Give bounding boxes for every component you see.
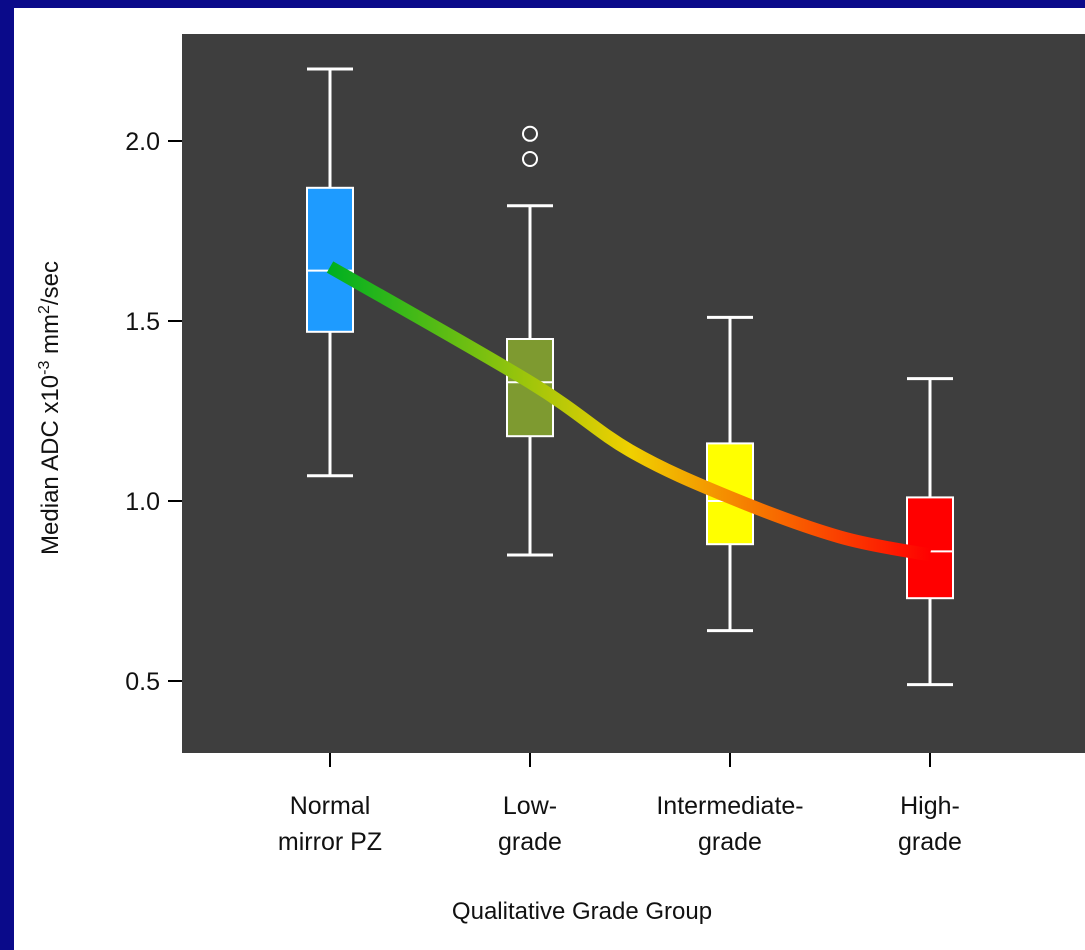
y-axis-title: Median ADC x10-3 mm2/sec xyxy=(36,261,64,555)
outlier-point xyxy=(522,151,538,167)
chart-frame: 0.5 1.0 1.5 2.0 Normal mirror PZ Low-grade Int… xyxy=(14,8,1085,950)
x-tick-label: Normal mirror PZ xyxy=(278,792,382,856)
x-tick-label: Low-grade xyxy=(498,792,562,856)
iqr-box xyxy=(306,186,354,333)
boxplot-chart: 0.5 1.0 1.5 2.0 Normal mirror PZ Low-grade Int… xyxy=(36,34,1085,925)
x-axis-title: Qualitative Grade Group xyxy=(452,898,712,925)
outlier-point xyxy=(522,125,538,142)
x-tick-label: Intermediate-grade xyxy=(656,792,803,856)
y-tick-label: 0.5 xyxy=(125,668,160,696)
box-group-1 xyxy=(306,67,354,478)
y-tick-label: 2.0 xyxy=(125,128,160,156)
trend-line xyxy=(326,261,932,562)
y-tick-label: 1.0 xyxy=(125,488,160,516)
x-tick-label: High-grade xyxy=(898,792,962,856)
plot-area xyxy=(182,34,1085,753)
y-tick-label: 1.5 xyxy=(125,308,160,336)
